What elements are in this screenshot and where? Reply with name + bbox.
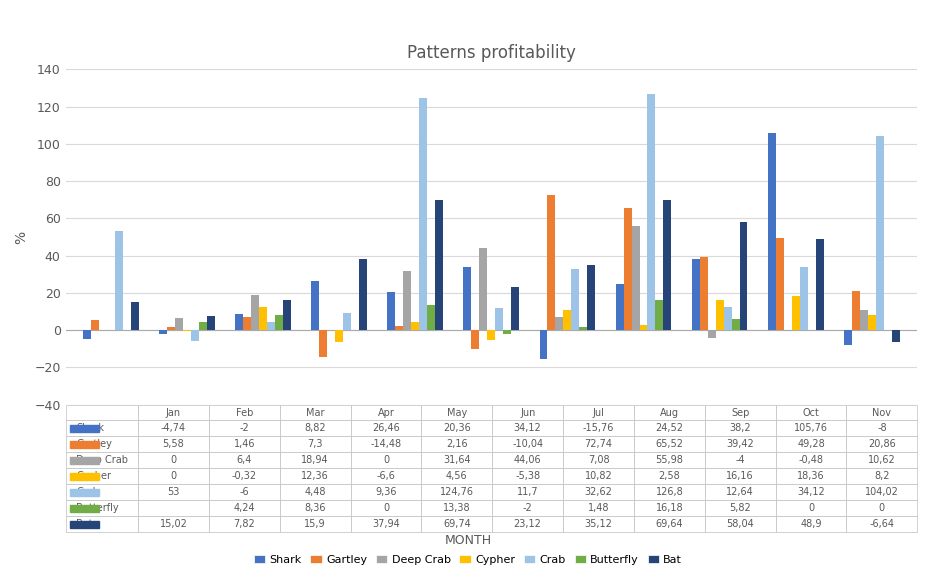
Bar	[472, 330, 479, 349]
Bar	[732, 319, 739, 330]
Bar	[715, 300, 724, 330]
Bar	[199, 322, 207, 330]
Bar	[335, 330, 344, 342]
Bar	[70, 425, 98, 432]
Bar	[344, 313, 351, 330]
Bar	[411, 321, 419, 330]
Bar	[799, 266, 808, 330]
Bar	[699, 257, 708, 330]
Title: Patterns profitability: Patterns profitability	[407, 45, 576, 62]
Bar	[539, 330, 548, 360]
Bar	[495, 308, 504, 330]
Bar	[488, 330, 495, 340]
Bar	[284, 301, 291, 330]
Bar	[555, 317, 563, 330]
Bar	[183, 330, 191, 331]
Bar	[83, 330, 91, 339]
Bar	[511, 287, 519, 330]
Bar	[588, 265, 595, 330]
Bar	[251, 295, 259, 330]
Bar	[648, 94, 655, 330]
Bar	[388, 292, 395, 330]
Bar	[852, 291, 859, 330]
Bar	[579, 327, 588, 330]
Bar	[724, 306, 732, 330]
Bar	[792, 296, 799, 330]
Bar	[876, 136, 884, 330]
Bar	[776, 238, 783, 330]
Bar	[403, 271, 411, 330]
Bar	[428, 305, 435, 330]
Bar	[664, 201, 671, 330]
Bar	[504, 330, 511, 334]
Bar	[479, 248, 488, 330]
Bar	[548, 195, 555, 330]
Bar	[639, 325, 648, 330]
Bar	[275, 314, 284, 330]
Bar	[739, 222, 748, 330]
Bar	[312, 281, 319, 330]
Bar	[168, 327, 175, 330]
Bar	[463, 266, 472, 330]
Bar	[70, 505, 98, 512]
Bar	[359, 260, 367, 330]
Bar	[843, 330, 852, 345]
Bar	[235, 314, 243, 330]
Bar	[243, 317, 251, 330]
Bar	[268, 322, 275, 330]
Legend: Shark, Gartley, Deep Crab, Cypher, Crab, Butterfly, Bat: Shark, Gartley, Deep Crab, Cypher, Crab,…	[249, 551, 687, 569]
Bar	[70, 521, 98, 528]
Bar	[70, 473, 98, 480]
Bar	[175, 318, 183, 330]
Bar	[319, 330, 328, 357]
Bar	[632, 226, 639, 330]
Bar	[692, 259, 699, 330]
Bar	[572, 269, 579, 330]
Bar	[623, 208, 632, 330]
Bar	[131, 302, 139, 330]
Bar	[395, 326, 403, 330]
Bar	[815, 239, 824, 330]
Bar	[191, 330, 199, 341]
Bar	[435, 200, 444, 330]
Bar	[892, 330, 899, 343]
Bar	[868, 315, 876, 330]
Y-axis label: %: %	[15, 231, 29, 243]
Bar	[563, 310, 572, 330]
Bar	[207, 316, 215, 330]
Bar	[783, 330, 792, 331]
Bar	[91, 320, 99, 330]
Bar	[419, 98, 428, 330]
Text: MONTH: MONTH	[445, 534, 491, 547]
Bar	[259, 307, 268, 330]
Bar	[70, 441, 98, 449]
Bar	[70, 489, 98, 496]
Bar	[115, 231, 124, 330]
Bar	[708, 330, 715, 338]
Bar	[859, 310, 868, 330]
Bar	[655, 300, 664, 330]
Bar	[768, 133, 776, 330]
Bar	[70, 457, 98, 464]
Bar	[616, 284, 623, 330]
Bar	[159, 330, 168, 334]
